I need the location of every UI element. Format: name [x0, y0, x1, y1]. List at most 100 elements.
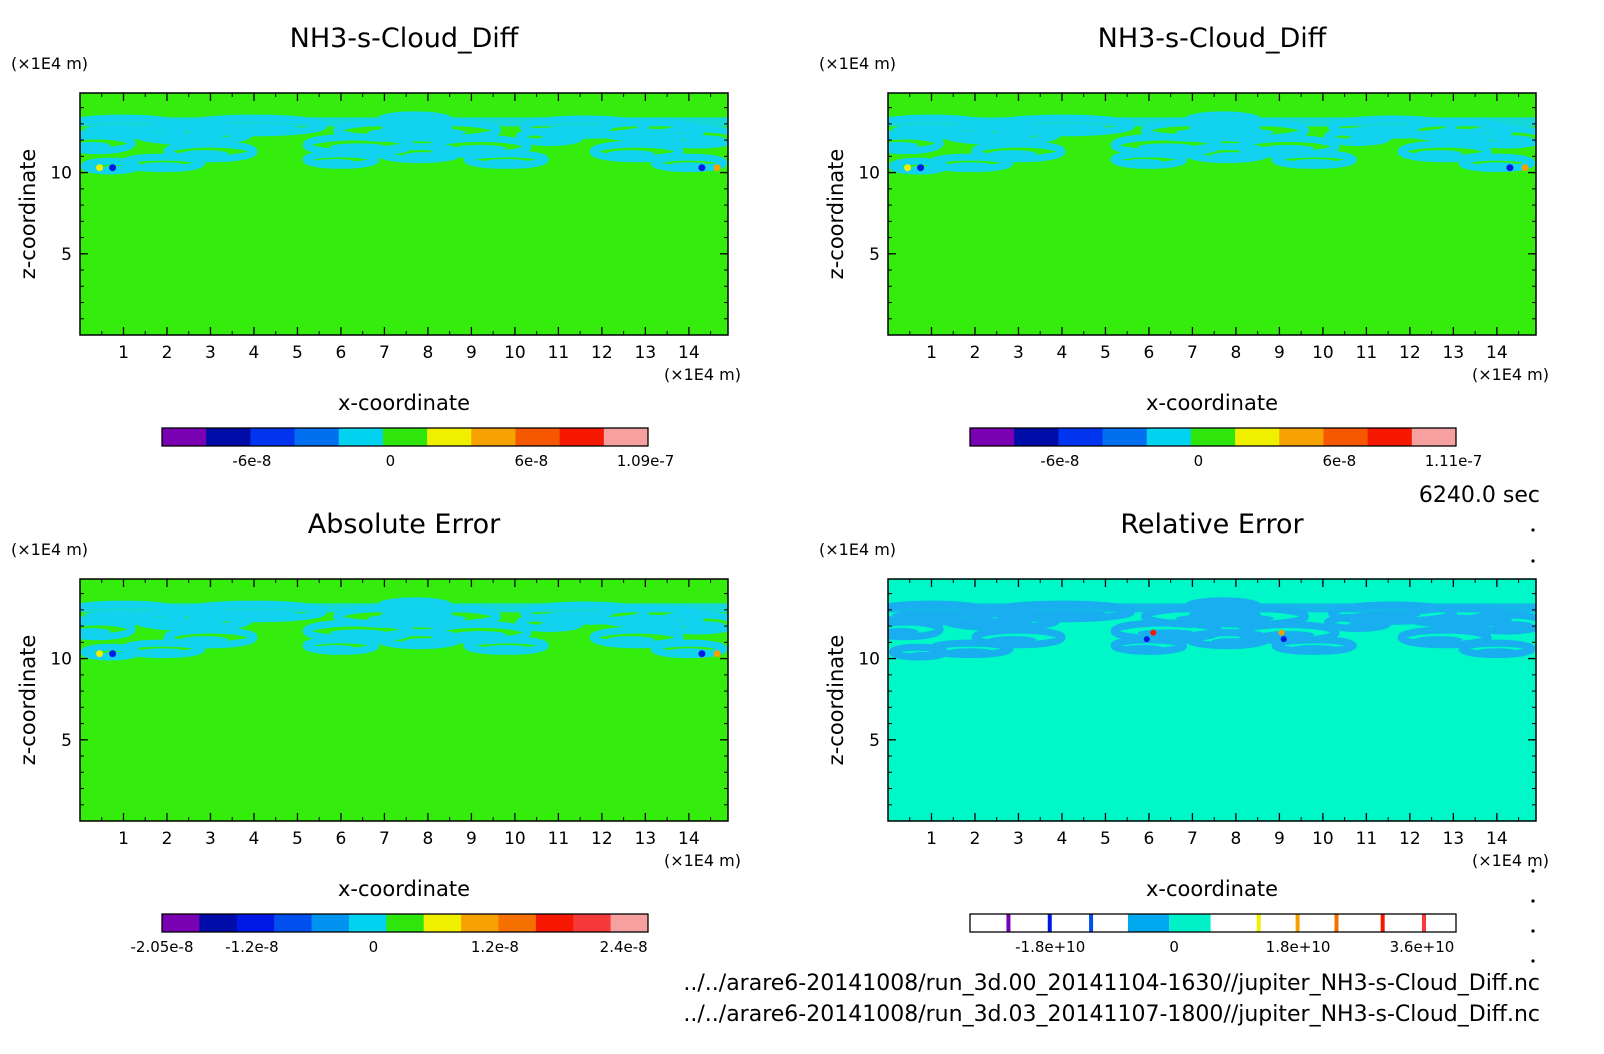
cloud-contour [515, 127, 584, 147]
cloud-patch [403, 128, 467, 137]
cloud-patch [102, 651, 131, 657]
cloud-patch [1346, 136, 1381, 142]
extreme-spot [109, 650, 117, 658]
colorbar-swatch [1256, 914, 1261, 932]
cloud-contour [654, 125, 728, 149]
colorbar-swatch [515, 428, 561, 446]
x-tick-label: 8 [423, 343, 434, 363]
colorbar-swatch [206, 428, 251, 446]
x-unit-label: (×1E4 m) [664, 365, 741, 384]
cloud-patch [988, 636, 1037, 643]
x-tick-label: 2 [970, 343, 981, 363]
x-tick-label: 4 [1057, 829, 1068, 849]
cloud-patch [1490, 621, 1534, 629]
x-tick-label: 6 [1144, 829, 1155, 849]
colorbar-swatch [1235, 428, 1280, 446]
colorbar-swatch [311, 914, 350, 932]
cloud-patch [1292, 645, 1336, 651]
cloud-patch [1211, 638, 1255, 645]
colorbar-swatch [236, 914, 275, 932]
cloud-contour [888, 618, 944, 641]
colorbar-swatch [1411, 428, 1457, 446]
cloud-patch [102, 165, 131, 171]
colorbar-label: -6e-8 [232, 452, 271, 470]
extreme-spot [904, 164, 912, 172]
x-tick-label: 14 [678, 829, 700, 849]
cloud-patch [682, 135, 726, 143]
cloud-patch [1261, 630, 1315, 639]
cloud-contour [515, 613, 584, 633]
cloud-contour [80, 157, 141, 175]
x-tick-label: 13 [635, 829, 657, 849]
timestamp-label: 6240.0 sec [1419, 483, 1540, 508]
cloud-patch [1490, 135, 1534, 143]
x-tick-label: 12 [1399, 829, 1421, 849]
x-tick-label: 9 [1274, 343, 1285, 363]
y-axis-label: z-coordinate [824, 149, 848, 280]
x-tick-label: 14 [1486, 343, 1508, 363]
colorbar-frame [161, 427, 649, 447]
cloud-patch [1123, 645, 1163, 651]
extreme-spot [1280, 636, 1287, 643]
x-tick-label: 1 [118, 829, 129, 849]
colorbar-swatch [1006, 914, 1011, 932]
cloud-contour [650, 153, 728, 173]
cloud-contour [1397, 140, 1492, 163]
cloud-contour [302, 636, 380, 655]
cloud-contour [589, 626, 684, 649]
cloud-patch [1346, 622, 1381, 628]
colorbar-swatch [1058, 428, 1104, 446]
x-tick-label: 3 [205, 829, 216, 849]
cloud-band [888, 597, 1536, 661]
cloud-patch [888, 628, 919, 635]
cloud-patch [682, 621, 726, 629]
y-unit-label: (×1E4 m) [11, 54, 88, 73]
cloud-patch [538, 622, 573, 628]
y-tick-label: 5 [869, 245, 880, 265]
colorbar-swatch [162, 428, 207, 446]
colorbar-swatch [603, 428, 649, 446]
x-tick-label: 4 [249, 343, 260, 363]
panel-title: Relative Error [1120, 509, 1304, 540]
x-tick-label: 7 [379, 343, 390, 363]
x-tick-label: 6 [1144, 343, 1155, 363]
cloud-contour [1397, 626, 1492, 649]
y-tick-label: 5 [61, 731, 72, 751]
colorbar-frame [969, 913, 1457, 933]
x-tick-label: 11 [1356, 829, 1378, 849]
extreme-spot [713, 650, 721, 658]
x-tick-label: 1 [118, 343, 129, 363]
colorbar-swatch [1380, 914, 1385, 932]
cloud-contour [1462, 125, 1536, 149]
y-axis-label: z-coordinate [16, 635, 40, 766]
cloud-contour [376, 143, 462, 164]
colorbar-label: 0 [1194, 452, 1204, 470]
y-tick-label: 10 [50, 164, 72, 184]
x-axis-label: x-coordinate [338, 391, 470, 415]
cloud-contour [888, 643, 949, 661]
cloud-contour [888, 157, 949, 175]
colorbar-swatch [348, 914, 387, 932]
cloud-contour [1110, 150, 1188, 169]
colorbar-swatch [1323, 428, 1369, 446]
cloud-patch [180, 150, 229, 157]
cloud-band [888, 111, 1536, 175]
cloud-patch [80, 142, 111, 149]
colorbar-swatch [1295, 914, 1300, 932]
x-tick-label: 2 [162, 343, 173, 363]
colorbar-swatch [427, 428, 472, 446]
cloud-contour [80, 643, 141, 661]
cloud-strip [888, 117, 1536, 127]
colorbar-swatch [610, 914, 649, 932]
colorbar-swatch [535, 914, 574, 932]
x-unit-label: (×1E4 m) [664, 851, 741, 870]
extreme-spot [96, 650, 104, 658]
y-tick-label: 10 [858, 650, 880, 670]
y-unit-label: (×1E4 m) [819, 54, 896, 73]
cloud-contour [1458, 153, 1536, 173]
panel-2: NH3-s-Cloud_Diff(×1E4 m)1 2 3 4 5 6 7 8 9 10 11 12 1… [819, 23, 1549, 470]
x-tick-label: 3 [1013, 829, 1024, 849]
y-axis-label: z-coordinate [824, 635, 848, 766]
panel-1: NH3-s-Cloud_Diff(×1E4 m)1 2 3 4 5 6 7 8 9 10 11 12 1… [11, 23, 741, 470]
panel-title: NH3-s-Cloud_Diff [290, 23, 520, 54]
